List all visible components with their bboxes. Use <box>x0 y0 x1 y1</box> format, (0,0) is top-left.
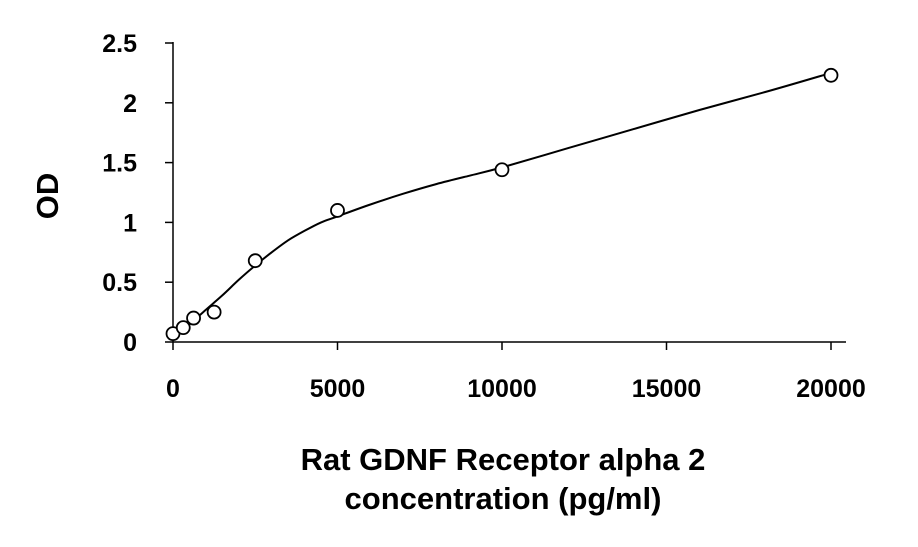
x-axis-title-line-2: concentration (pg/ml) <box>345 481 662 516</box>
y-tick-label: 2.5 <box>102 30 137 58</box>
data-point <box>494 162 510 178</box>
data-point <box>206 304 222 320</box>
fit-curve-layer <box>172 71 832 336</box>
x-tick-label: 0 <box>166 375 180 403</box>
y-axis-title: OD <box>30 173 65 220</box>
x-tick-label: 10000 <box>467 375 537 403</box>
fit-curve <box>172 71 832 336</box>
x-tick-label: 5000 <box>310 375 366 403</box>
y-axis-ticks: 0 0.5 1 1.5 2 2.5 <box>102 30 173 357</box>
x-tick-label: 20000 <box>796 375 866 403</box>
x-axis-ticks: 0 5000 10000 15000 20000 <box>166 342 866 403</box>
y-tick-label: 0.5 <box>102 269 137 297</box>
y-tick-label: 2 <box>123 90 137 118</box>
axes <box>172 42 846 343</box>
data-points-layer <box>165 67 839 342</box>
y-tick-label: 0 <box>123 329 137 357</box>
data-point <box>186 310 201 326</box>
x-axis-title-line-1: Rat GDNF Receptor alpha 2 <box>301 442 706 477</box>
y-tick-label: 1.5 <box>102 150 137 178</box>
data-point <box>823 67 839 83</box>
x-tick-label: 15000 <box>632 375 702 403</box>
y-tick-label: 1 <box>123 209 137 237</box>
data-point <box>175 320 191 336</box>
data-point <box>247 253 263 269</box>
data-point <box>330 203 345 218</box>
